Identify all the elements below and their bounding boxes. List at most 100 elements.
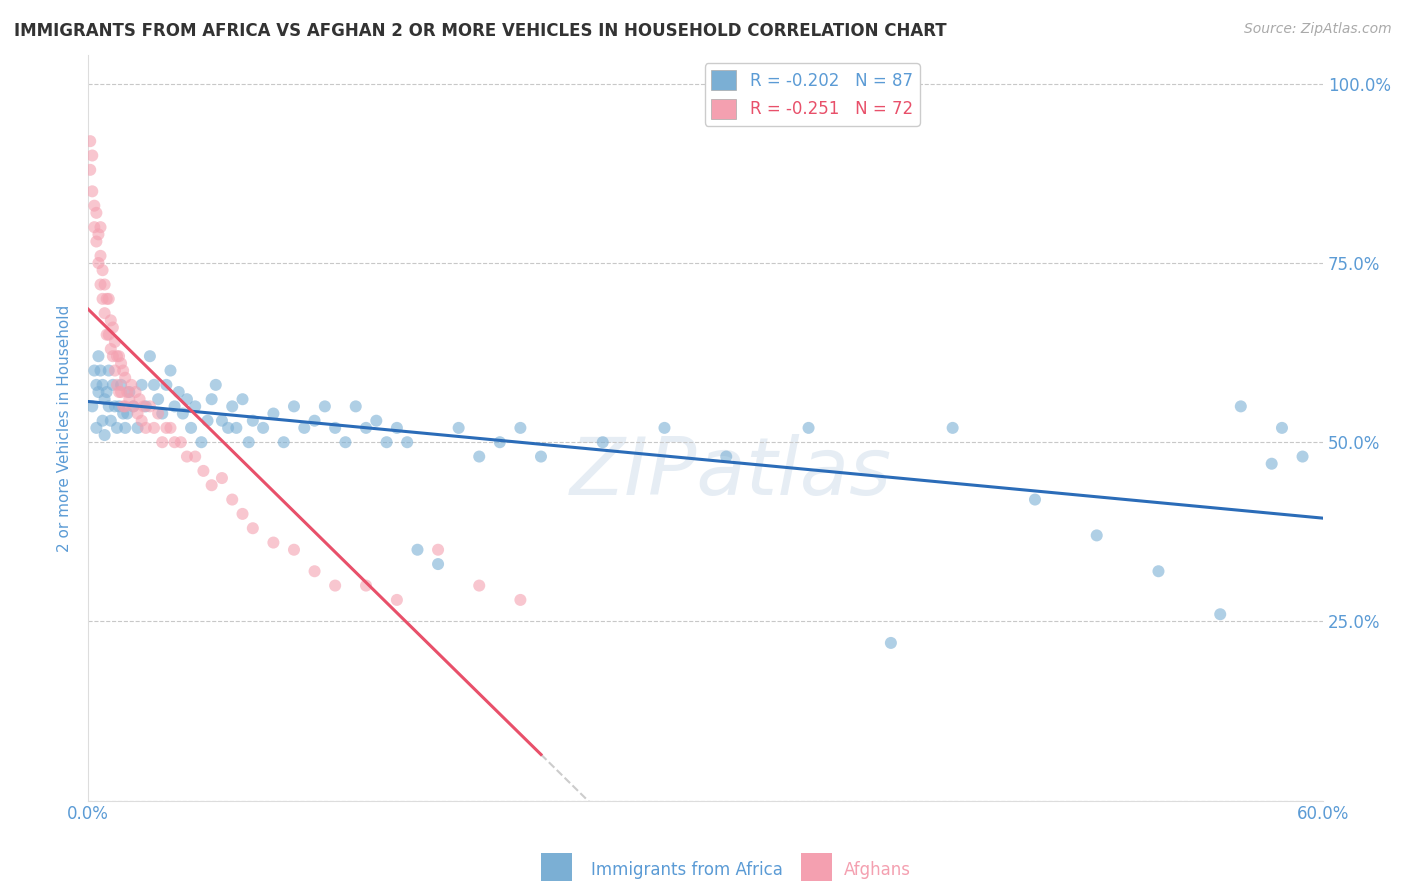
Point bbox=[221, 492, 243, 507]
Point bbox=[427, 557, 450, 571]
Point bbox=[221, 400, 243, 414]
Point bbox=[104, 400, 127, 414]
Point bbox=[385, 421, 408, 435]
Point bbox=[252, 421, 274, 435]
Point bbox=[716, 450, 738, 464]
Point bbox=[91, 263, 114, 277]
Point bbox=[143, 421, 166, 435]
Point bbox=[190, 435, 212, 450]
Point bbox=[93, 428, 115, 442]
Point bbox=[1260, 457, 1282, 471]
Point bbox=[110, 377, 132, 392]
Legend: R = -0.202   N = 87, R = -0.251   N = 72: R = -0.202 N = 87, R = -0.251 N = 72 bbox=[704, 63, 920, 126]
Point bbox=[1271, 421, 1294, 435]
Y-axis label: 2 or more Vehicles in Household: 2 or more Vehicles in Household bbox=[58, 304, 72, 551]
Point bbox=[110, 356, 132, 370]
Point bbox=[1291, 450, 1313, 464]
Point bbox=[184, 400, 207, 414]
Point bbox=[193, 464, 215, 478]
Point bbox=[108, 385, 131, 400]
Point bbox=[1147, 564, 1170, 578]
Point bbox=[344, 400, 367, 414]
Text: Source: ZipAtlas.com: Source: ZipAtlas.com bbox=[1244, 22, 1392, 37]
Point bbox=[354, 578, 377, 592]
Point bbox=[155, 377, 177, 392]
Point bbox=[1209, 607, 1232, 622]
Point bbox=[114, 370, 136, 384]
Point bbox=[135, 400, 157, 414]
Point bbox=[104, 363, 127, 377]
Point bbox=[406, 542, 429, 557]
Point bbox=[204, 377, 226, 392]
Point bbox=[314, 400, 336, 414]
Point bbox=[87, 256, 110, 270]
Point bbox=[283, 400, 305, 414]
Point bbox=[146, 392, 169, 407]
Point bbox=[139, 400, 162, 414]
Point bbox=[93, 277, 115, 292]
Point bbox=[89, 277, 111, 292]
Point bbox=[797, 421, 820, 435]
Point bbox=[87, 385, 110, 400]
Point bbox=[231, 392, 253, 407]
Point bbox=[283, 542, 305, 557]
Point bbox=[292, 421, 315, 435]
Point bbox=[86, 235, 108, 249]
Point bbox=[89, 249, 111, 263]
Point bbox=[163, 435, 186, 450]
Point bbox=[100, 414, 122, 428]
Point bbox=[176, 450, 198, 464]
Point bbox=[217, 421, 239, 435]
Point bbox=[135, 421, 157, 435]
Point bbox=[942, 421, 965, 435]
Text: Afghans: Afghans bbox=[844, 861, 911, 879]
Point bbox=[592, 435, 614, 450]
Point bbox=[468, 578, 491, 592]
Point bbox=[509, 593, 531, 607]
Point bbox=[100, 313, 122, 327]
Point bbox=[262, 407, 284, 421]
Point bbox=[112, 363, 135, 377]
Point bbox=[211, 471, 233, 485]
Point bbox=[242, 521, 264, 535]
Point bbox=[101, 320, 124, 334]
Point bbox=[91, 292, 114, 306]
Point bbox=[91, 377, 114, 392]
Point bbox=[180, 421, 202, 435]
Point bbox=[131, 377, 153, 392]
Point bbox=[127, 421, 149, 435]
Point bbox=[262, 535, 284, 549]
Point bbox=[167, 385, 190, 400]
Point bbox=[120, 377, 142, 392]
Point bbox=[118, 385, 141, 400]
Point bbox=[150, 435, 173, 450]
Point bbox=[124, 385, 146, 400]
Point bbox=[242, 414, 264, 428]
Point bbox=[1024, 492, 1046, 507]
Point bbox=[530, 450, 553, 464]
Point bbox=[101, 349, 124, 363]
Point bbox=[108, 400, 131, 414]
Point bbox=[323, 578, 346, 592]
Point bbox=[225, 421, 247, 435]
Text: IMMIGRANTS FROM AFRICA VS AFGHAN 2 OR MORE VEHICLES IN HOUSEHOLD CORRELATION CHA: IMMIGRANTS FROM AFRICA VS AFGHAN 2 OR MO… bbox=[14, 22, 946, 40]
Point bbox=[335, 435, 357, 450]
Point bbox=[150, 407, 173, 421]
Point bbox=[132, 400, 155, 414]
Point bbox=[170, 435, 193, 450]
Point bbox=[155, 421, 177, 435]
Point bbox=[159, 363, 181, 377]
Point bbox=[131, 414, 153, 428]
Point bbox=[509, 421, 531, 435]
Point bbox=[468, 450, 491, 464]
Point bbox=[86, 377, 108, 392]
Point bbox=[86, 206, 108, 220]
Point bbox=[82, 400, 104, 414]
Point bbox=[110, 385, 132, 400]
Point bbox=[112, 407, 135, 421]
Point bbox=[1230, 400, 1253, 414]
Point bbox=[354, 421, 377, 435]
Point bbox=[105, 377, 128, 392]
Point bbox=[273, 435, 295, 450]
Point bbox=[118, 392, 141, 407]
